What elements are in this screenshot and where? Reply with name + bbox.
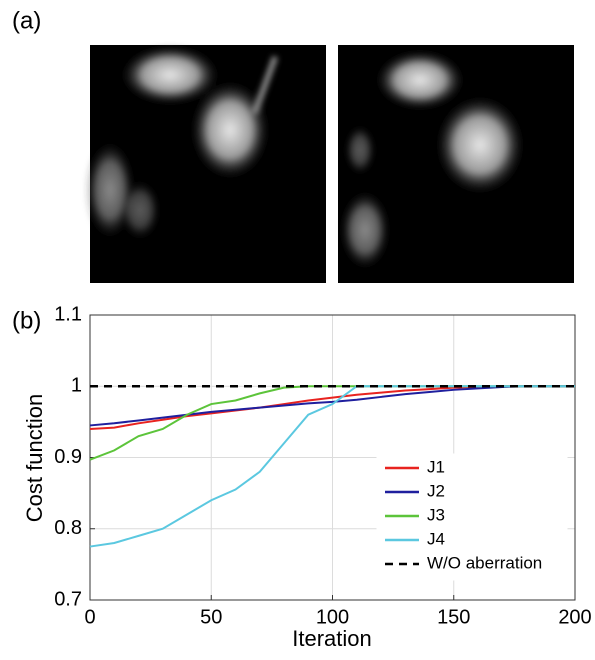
image-left: [85, 45, 326, 283]
legend-label: W/O aberration: [427, 553, 542, 572]
y-tick-label: 0.8: [54, 517, 82, 539]
x-tick-label: 50: [200, 606, 222, 628]
legend-label: J1: [427, 457, 445, 476]
panel-label: (a): [12, 7, 41, 34]
legend-label: J2: [427, 481, 445, 500]
y-axis-label: Cost function: [22, 394, 47, 522]
legend-label: J3: [427, 505, 445, 524]
y-tick-label: 0.9: [54, 446, 82, 468]
series-line: [89, 385, 575, 427]
legend-label: J4: [427, 529, 445, 548]
plot-frame: [89, 314, 576, 601]
panel-label: (b): [12, 307, 41, 334]
y-tick-label: 1.1: [54, 303, 82, 325]
x-tick-label: 200: [558, 606, 591, 628]
image-right: [338, 45, 574, 283]
x-tick-label: 150: [437, 606, 470, 628]
y-tick-label: 0.7: [54, 588, 82, 610]
x-tick-label: 100: [316, 606, 349, 628]
x-axis-label: Iteration: [292, 626, 372, 651]
y-tick-label: 1: [71, 375, 82, 397]
series-line: [89, 385, 575, 548]
x-tick-label: 0: [84, 606, 95, 628]
